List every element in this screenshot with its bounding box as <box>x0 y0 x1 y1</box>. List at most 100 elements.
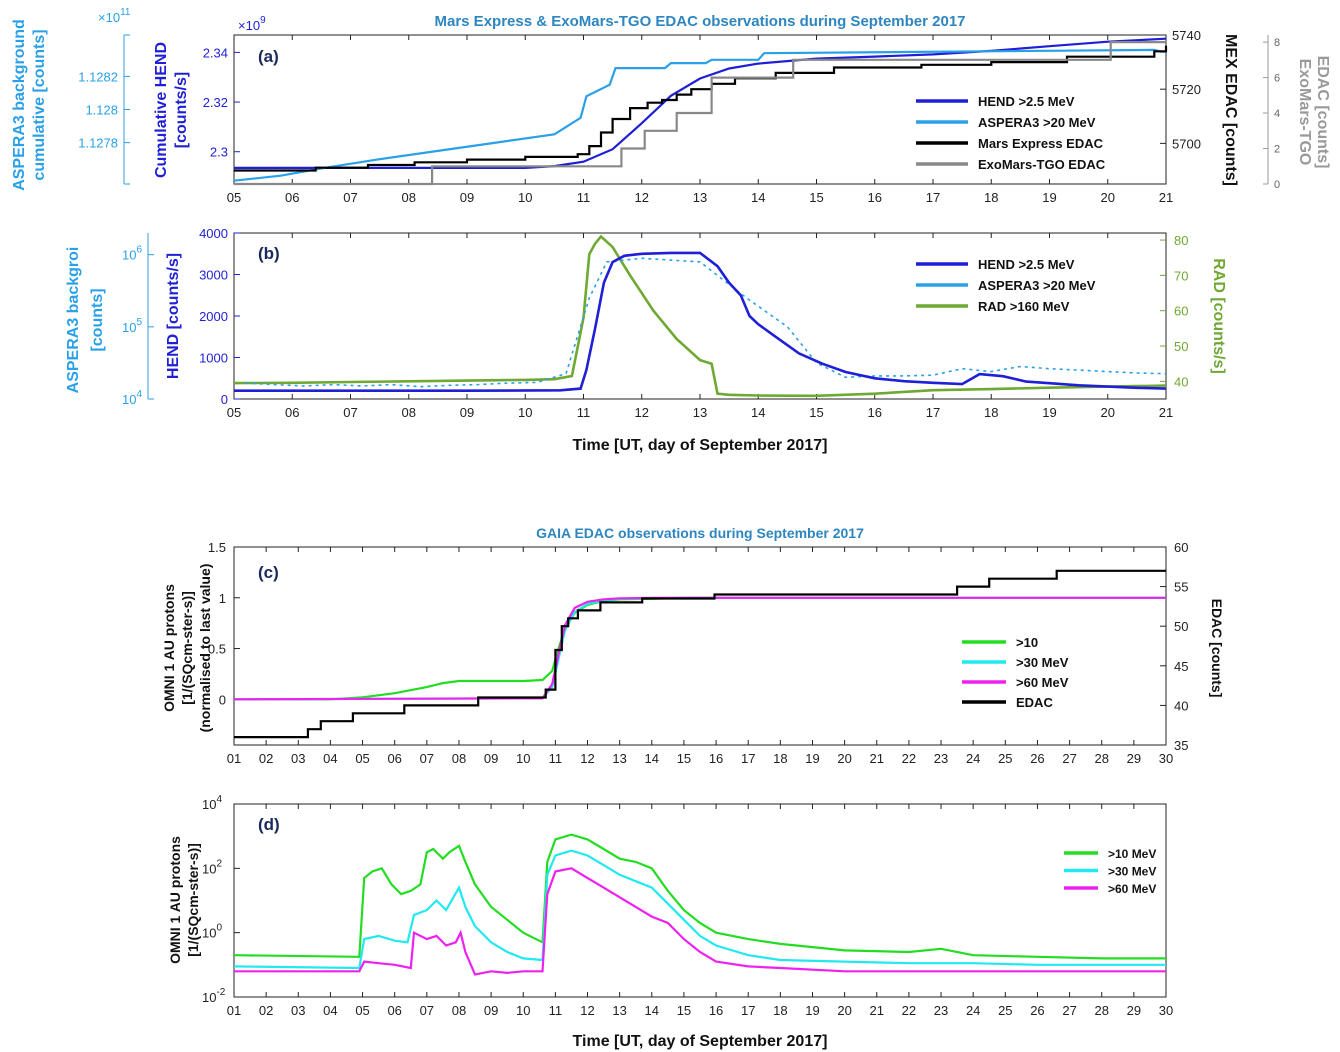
legend-c-label: >10 <box>1016 635 1038 650</box>
x-tick-label: 22 <box>902 1003 916 1018</box>
y-right2-tick-label: 2 <box>1274 144 1280 156</box>
y-right-tick-label: 80 <box>1174 233 1188 248</box>
x-tick-label: 06 <box>285 190 299 205</box>
x-tick-label: 06 <box>387 751 401 766</box>
x-tick-label: 08 <box>452 1003 466 1018</box>
series-c-3 <box>234 569 1166 739</box>
y-left-label-units: [counts/s] <box>173 72 190 148</box>
legend-b-label: RAD >160 MeV <box>978 299 1070 314</box>
panel-a-title: Mars Express & ExoMars-TGO EDAC observat… <box>435 13 966 30</box>
x-tick-label: 30 <box>1159 751 1173 766</box>
y-right-tick-label: 50 <box>1174 619 1188 634</box>
panel-a: Mars Express & ExoMars-TGO EDAC observat… <box>78 7 1331 205</box>
x-tick-label: 07 <box>420 1003 434 1018</box>
x-tick-label: 21 <box>1159 405 1173 420</box>
y-right2-tick-label: 8 <box>1274 37 1280 49</box>
y-left-multiplier-exp: 9 <box>260 15 266 26</box>
x-tick-label: 11 <box>577 190 591 205</box>
x-tick-label: 19 <box>805 1003 819 1018</box>
y-left-label-c: OMNI 1 AU protons <box>161 584 177 712</box>
series-a-2 <box>234 45 1168 172</box>
legend-c-label: >30 MeV <box>1016 655 1069 670</box>
y-left2-label: ASPERA3 background <box>11 19 28 191</box>
x-tick-label: 15 <box>677 1003 691 1018</box>
x-tick-label: 10 <box>518 405 532 420</box>
x-tick-label: 27 <box>1062 1003 1076 1018</box>
x-tick-label: 25 <box>998 751 1012 766</box>
x-tick-label: 06 <box>387 1003 401 1018</box>
legend-d-label: >30 MeV <box>1108 865 1156 879</box>
panel-c-label: (c) <box>258 563 279 582</box>
panel-c-title: GAIA EDAC observations during September … <box>536 525 864 541</box>
x-tick-label: 28 <box>1094 1003 1108 1018</box>
x-tick-label: 15 <box>809 190 823 205</box>
x-tick-label: 15 <box>809 405 823 420</box>
x-tick-label: 11 <box>549 751 563 766</box>
y-left-tick-label: 100 <box>202 923 222 941</box>
x-tick-label: 10 <box>516 1003 530 1018</box>
y-right-tick-label: 45 <box>1174 659 1188 674</box>
legend-c-bg <box>952 632 1072 712</box>
x-tick-label: 06 <box>285 405 299 420</box>
y-right-tick-label: 5720 <box>1172 82 1201 97</box>
x-tick-label: 23 <box>934 751 948 766</box>
y-left-label-d-2: [1/(SQcm-ster-s)] <box>185 843 201 957</box>
y-left-tick-label-exp: 2 <box>216 858 222 869</box>
y-left2-tick-label-base: 10 <box>122 248 136 263</box>
x-tick-label: 09 <box>460 405 474 420</box>
y-left2-label-b: ASPERA3 backgroi <box>65 247 82 394</box>
y-left-label-d: OMNI 1 AU protons <box>167 836 183 964</box>
x-tick-label: 17 <box>741 751 755 766</box>
y-left2-tick-label-exp: 6 <box>136 245 142 256</box>
x-tick-label: 14 <box>751 190 765 205</box>
x-tick-label: 10 <box>516 751 530 766</box>
x-tick-label: 02 <box>259 1003 273 1018</box>
x-tick-label: 13 <box>612 1003 626 1018</box>
x-tick-label: 26 <box>1030 1003 1044 1018</box>
x-tick-label: 20 <box>837 1003 851 1018</box>
panel-d-frame <box>233 803 1167 998</box>
y-right-tick-label: 40 <box>1174 374 1188 389</box>
legend-a-label: ExoMars-TGO EDAC <box>978 157 1106 172</box>
x-tick-label: 08 <box>452 751 466 766</box>
legend-d-label: >10 MeV <box>1108 847 1156 861</box>
y-right-tick-label: 55 <box>1174 580 1188 595</box>
y-left-tick-label: 10-2 <box>202 987 226 1005</box>
x-tick-label: 19 <box>1042 190 1056 205</box>
y-left2-tick-label-exp: 5 <box>136 317 142 328</box>
y-right2-tick-label: 4 <box>1274 108 1280 120</box>
x-tick-label: 01 <box>227 1003 241 1018</box>
x-tick-label: 18 <box>984 405 998 420</box>
x-tick-label: 18 <box>773 1003 787 1018</box>
x-tick-label: 23 <box>934 1003 948 1018</box>
y-right-label: MEX EDAC [counts] <box>1222 34 1239 186</box>
y-right-tick-label: 50 <box>1174 339 1188 354</box>
x-tick-label: 13 <box>693 405 707 420</box>
x-tick-label: 24 <box>966 1003 980 1018</box>
x-label-d: Time [UT, day of September 2017] <box>573 1033 828 1050</box>
panel-d: (d)01 02 03 04 05 06 07 08 09 10 11 12 13 14 15 16 17 18 1… <box>202 794 1173 1050</box>
legend-a-bg <box>905 92 1155 174</box>
x-tick-label: 29 <box>1127 1003 1141 1018</box>
x-tick-label: 08 <box>402 405 416 420</box>
y-right-tick-label: 5700 <box>1172 136 1201 151</box>
y-left-label-c-3: (normalised to last value) <box>197 564 213 733</box>
y-left2-tick-label: 104 <box>122 389 142 407</box>
y-right2-tick-label: 6 <box>1274 73 1280 85</box>
panel-a-label: (a) <box>258 47 279 66</box>
y-left-tick-label: 104 <box>202 794 222 812</box>
y-left2-tick-label: 1.1282 <box>78 69 118 84</box>
y-left-tick-label: 0 <box>219 692 226 707</box>
panel-d-label: (d) <box>258 815 280 834</box>
x-tick-label: 09 <box>460 190 474 205</box>
y-right-tick-label: 70 <box>1174 268 1188 283</box>
y-left-tick-label: 1 <box>219 591 226 606</box>
series-d-1 <box>233 849 1166 970</box>
x-tick-label: 24 <box>966 751 980 766</box>
legend-a-label: Mars Express EDAC <box>978 136 1104 151</box>
y-left-tick-label-exp: 0 <box>216 923 222 934</box>
x-tick-label: 16 <box>709 1003 723 1018</box>
x-tick-label: 13 <box>693 190 707 205</box>
x-tick-label: 12 <box>580 751 594 766</box>
